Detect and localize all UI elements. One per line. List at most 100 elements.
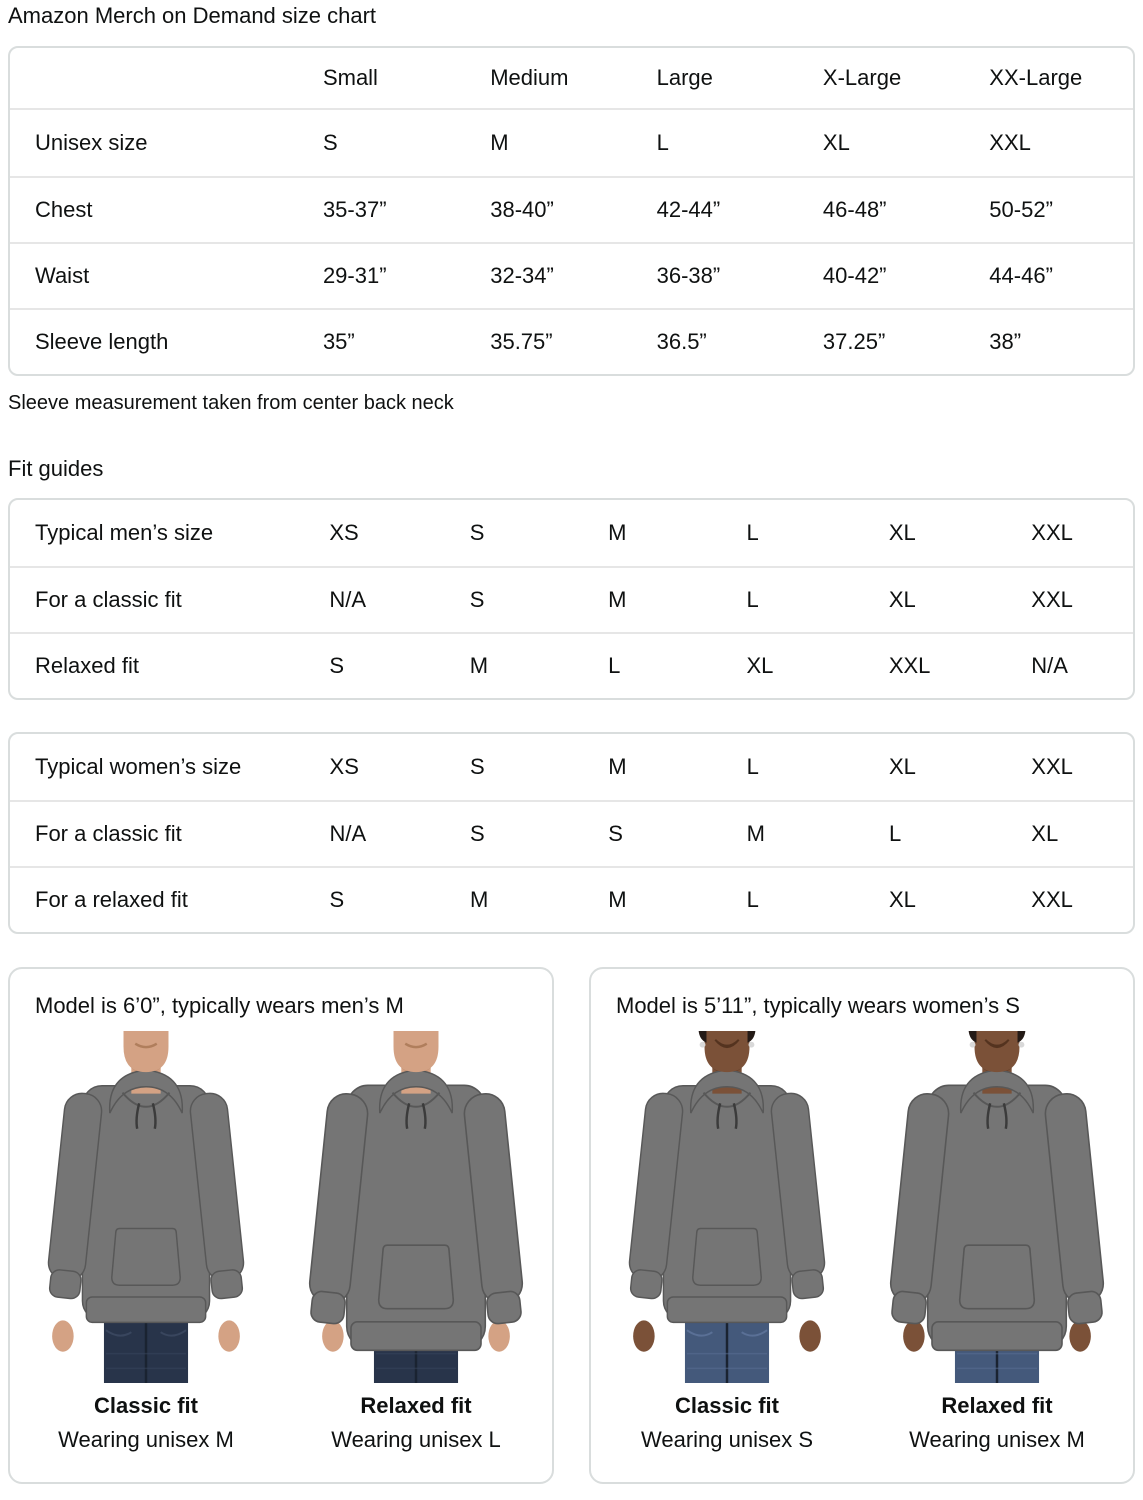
table-cell: 38-40”: [490, 176, 657, 242]
table-cell: XS: [329, 520, 359, 545]
table-cell: 35.75”: [490, 308, 657, 374]
table-cell: XXL: [888, 632, 1032, 698]
table-cell: XL: [888, 520, 916, 545]
table-cell: 40-42”: [822, 242, 990, 308]
table-row: For a relaxed fit S M M L XL XXL: [10, 866, 1133, 932]
table-cell: 36.5”: [656, 308, 823, 374]
column-header: X-Large: [822, 48, 990, 110]
table-cell: N/A: [1031, 632, 1133, 698]
table-cell: S: [469, 754, 485, 779]
model-photo: [884, 1031, 1110, 1383]
photo-row: Classic fit Wearing unisex M Relaxed fit…: [10, 1031, 552, 1453]
column-header: Medium: [490, 48, 657, 110]
row-label: Chest: [10, 176, 323, 242]
table-row: For a classic fit N/A S M L XL XXL: [10, 566, 1133, 632]
row-label: Waist: [10, 242, 323, 308]
table-row: Typical women’s size XS S M L XL XXL: [10, 734, 1133, 800]
table-cell: 35-37”: [322, 176, 491, 242]
column-header: Large: [656, 48, 823, 110]
model-photo: [303, 1031, 529, 1383]
fit-label: Relaxed fit: [360, 1393, 472, 1418]
table-cell: M: [608, 754, 627, 779]
table-cell: XXL: [1031, 566, 1133, 632]
table-cell: L: [746, 754, 759, 779]
fit-guides-heading: Fit guides: [8, 456, 104, 481]
fit-label: Classic fit: [675, 1393, 779, 1418]
row-label: Unisex size: [35, 130, 148, 155]
wearing-label: Wearing unisex L: [331, 1427, 501, 1452]
table-cell: M: [469, 866, 609, 932]
table-cell: 35”: [322, 308, 491, 374]
table-cell: L: [746, 566, 889, 632]
table-cell: XXL: [1031, 520, 1073, 545]
table-cell: XL: [1031, 800, 1133, 866]
table-cell: 36-38”: [656, 242, 823, 308]
table-cell: 29-31”: [322, 242, 491, 308]
table-cell: L: [888, 800, 1032, 866]
row-label: Sleeve length: [10, 308, 323, 374]
size-chart-table: Small Medium Large X-Large XX-Large Unis…: [8, 46, 1135, 376]
table-cell: M: [490, 130, 509, 155]
table-cell: L: [746, 866, 889, 932]
photo-relaxed: Relaxed fit Wearing unisex L: [303, 1031, 529, 1453]
row-label: For a relaxed fit: [10, 866, 330, 932]
table-cell: 37.25”: [822, 308, 990, 374]
table-row: Typical men’s size XS S M L XL XXL: [10, 500, 1133, 566]
womens-model-card: Model is 5’11”, typically wears women’s …: [589, 967, 1135, 1484]
table-cell: S: [329, 632, 470, 698]
model-photo: [33, 1031, 259, 1383]
table-cell: S: [469, 800, 609, 866]
table-cell: XXL: [989, 130, 1031, 155]
table-cell: N/A: [329, 566, 470, 632]
row-label: For a classic fit: [10, 800, 330, 866]
fit-label: Relaxed fit: [941, 1393, 1053, 1418]
table-cell: 32-34”: [490, 242, 657, 308]
table-cell: 46-48”: [822, 176, 990, 242]
table-row: Relaxed fit S M L XL XXL N/A: [10, 632, 1133, 698]
table-cell: M: [608, 520, 627, 545]
photo-classic: Classic fit Wearing unisex S: [614, 1031, 840, 1453]
table-cell: L: [608, 632, 747, 698]
photo-row: Classic fit Wearing unisex S Relaxed fit…: [591, 1031, 1133, 1453]
womens-fit-guide-table: Typical women’s size XS S M L XL XXL For…: [8, 732, 1135, 934]
table-cell: M: [746, 800, 889, 866]
table-cell: S: [329, 866, 470, 932]
table-cell: 50-52”: [989, 176, 1133, 242]
table-cell: S: [322, 130, 338, 155]
column-header: XX-Large: [989, 48, 1133, 110]
table-cell: XL: [888, 566, 1032, 632]
row-label: For a classic fit: [10, 566, 330, 632]
table-cell: XL: [888, 754, 916, 779]
fit-label: Classic fit: [94, 1393, 198, 1418]
table-cell: S: [469, 566, 609, 632]
table-cell: M: [469, 632, 609, 698]
header-row: Small Medium Large X-Large XX-Large: [10, 48, 1133, 110]
row-label: Relaxed fit: [10, 632, 330, 698]
wearing-label: Wearing unisex M: [58, 1427, 234, 1452]
mens-model-card: Model is 6’0”, typically wears men’s M C…: [8, 967, 554, 1484]
table-cell: 42-44”: [656, 176, 823, 242]
table-cell: M: [608, 566, 747, 632]
column-header: Small: [322, 48, 491, 110]
photo-classic: Classic fit Wearing unisex M: [33, 1031, 259, 1453]
table-cell: XL: [822, 130, 850, 155]
table-cell: S: [469, 520, 485, 545]
photo-relaxed: Relaxed fit Wearing unisex M: [884, 1031, 1110, 1453]
model-cards: Model is 6’0”, typically wears men’s M C…: [8, 967, 1135, 1484]
model-card-title: Model is 6’0”, typically wears men’s M: [35, 993, 404, 1018]
model-photo: [614, 1031, 840, 1383]
row-label: Typical women’s size: [35, 754, 242, 779]
table-cell: L: [656, 130, 669, 155]
table-cell: XS: [329, 754, 359, 779]
table-cell: L: [746, 520, 759, 545]
table-row: Chest 35-37” 38-40” 42-44” 46-48” 50-52”: [10, 176, 1133, 242]
column-header: [10, 48, 323, 110]
wearing-label: Wearing unisex S: [640, 1427, 813, 1452]
table-row: Sleeve length 35” 35.75” 36.5” 37.25” 38…: [10, 308, 1133, 374]
table-cell: 38”: [989, 308, 1133, 374]
table-cell: M: [608, 866, 747, 932]
table-row: For a classic fit N/A S S M L XL: [10, 800, 1133, 866]
table-cell: S: [608, 800, 747, 866]
table-cell: XL: [746, 632, 889, 698]
